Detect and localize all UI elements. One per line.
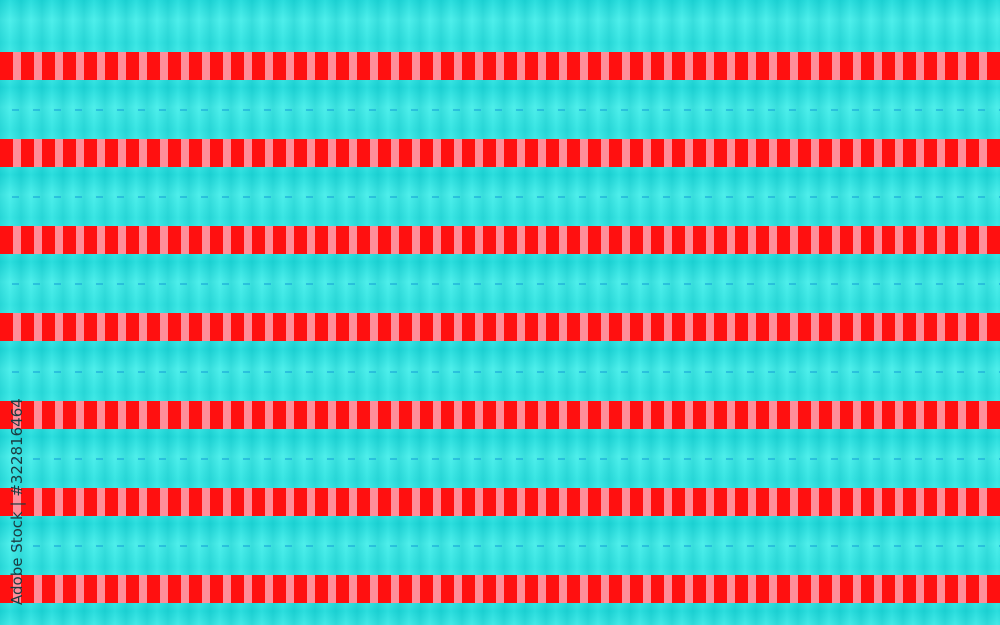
blue-dashes xyxy=(0,283,1000,285)
red-band xyxy=(0,488,1000,516)
red-band xyxy=(0,226,1000,254)
blue-dashes xyxy=(0,196,1000,198)
blue-dashes xyxy=(0,371,1000,373)
red-band xyxy=(0,401,1000,429)
red-band xyxy=(0,313,1000,341)
red-band xyxy=(0,139,1000,167)
red-band xyxy=(0,575,1000,603)
watermark: Adobe Stock | #322816464 xyxy=(8,398,26,605)
blue-dashes xyxy=(0,109,1000,111)
blue-dashes xyxy=(0,545,1000,547)
red-band xyxy=(0,52,1000,80)
blue-dashes xyxy=(0,458,1000,460)
